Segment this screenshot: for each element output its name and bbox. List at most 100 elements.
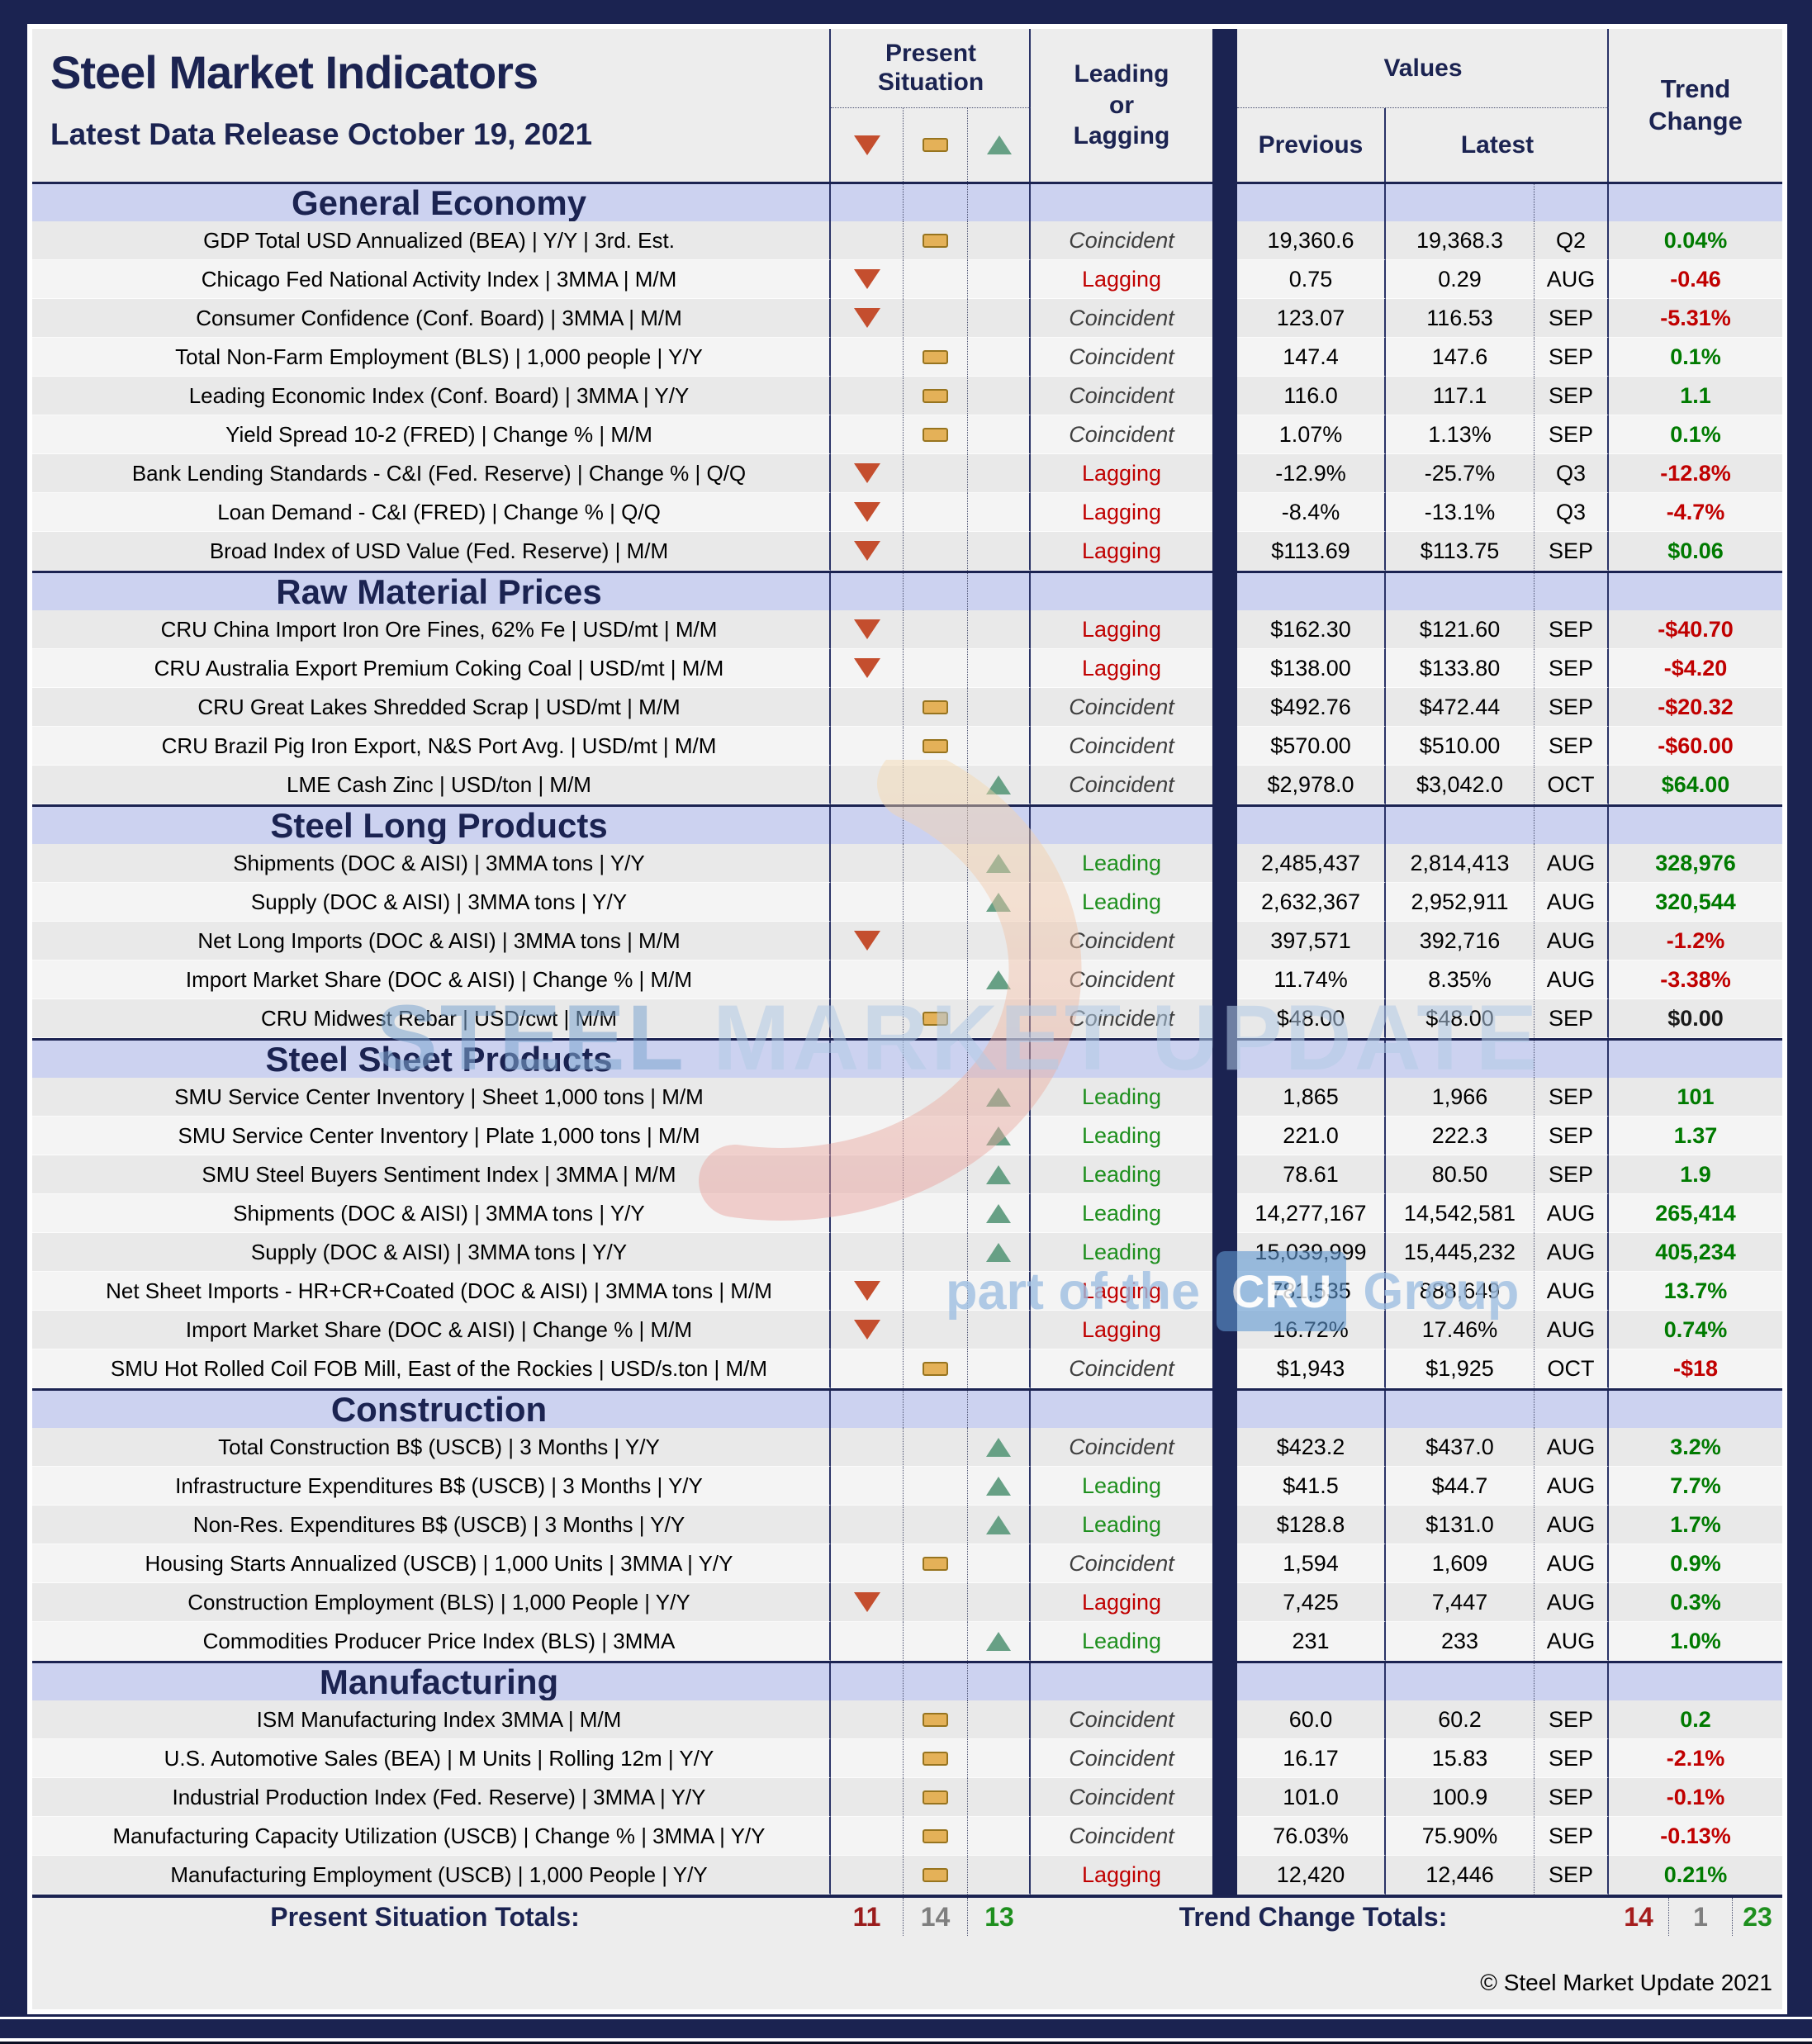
cycle-type: Lagging xyxy=(1031,610,1212,649)
period-value: SEP xyxy=(1535,1700,1609,1739)
previous-value: $492.76 xyxy=(1237,688,1386,727)
indicator-name: Net Long Imports (DOC & AISI) | 3MMA ton… xyxy=(32,922,831,960)
situation-up-cell xyxy=(968,1311,1031,1349)
values-subheader: Previous Latest xyxy=(1237,108,1609,182)
trend-change-value: -$18 xyxy=(1609,1349,1782,1388)
indicator-name: Net Sheet Imports - HR+CR+Coated (DOC & … xyxy=(32,1272,831,1311)
red-down-triangle-icon xyxy=(853,1281,880,1301)
situation-neutral-cell xyxy=(904,1078,968,1117)
period-value: OCT xyxy=(1535,1349,1609,1388)
divider-bar xyxy=(1212,844,1237,883)
previous-value: $113.69 xyxy=(1237,532,1386,571)
situation-neutral-cell xyxy=(904,1194,968,1233)
situation-down-cell xyxy=(831,1544,904,1583)
previous-value: 2,485,437 xyxy=(1237,844,1386,883)
table-body: General Economy GDP Total USD Annualized … xyxy=(32,182,1782,1895)
previous-value: $128.8 xyxy=(1237,1506,1386,1544)
section-band-cell xyxy=(1031,1041,1212,1078)
section-band-cell xyxy=(1535,1041,1609,1078)
previous-value: $1,943 xyxy=(1237,1349,1386,1388)
gold-dash-icon xyxy=(923,427,948,442)
situation-down-cell xyxy=(831,338,904,377)
situation-neutral-cell xyxy=(904,1622,968,1661)
table-row: Infrastructure Expenditures B$ (USCB) | … xyxy=(32,1467,1782,1506)
situation-down-cell xyxy=(831,883,904,922)
table-row: Industrial Production Index (Fed. Reserv… xyxy=(32,1778,1782,1817)
cycle-type: Leading xyxy=(1031,1506,1212,1544)
divider-bar xyxy=(1212,1041,1237,1078)
table-row: Shipments (DOC & AISI) | 3MMA tons | Y/Y… xyxy=(32,1194,1782,1233)
indicator-name: Loan Demand - C&I (FRED) | Change % | Q/… xyxy=(32,493,831,532)
section-band-cell xyxy=(1609,1663,1782,1700)
situation-neutral-cell xyxy=(904,1155,968,1194)
latest-value: 888,649 xyxy=(1386,1272,1535,1311)
section-band-cell xyxy=(1031,1391,1212,1428)
section-band-cell xyxy=(904,573,968,610)
divider-bar xyxy=(1212,1428,1237,1467)
latest-value: 392,716 xyxy=(1386,922,1535,960)
previous-column-header: Previous xyxy=(1237,108,1386,182)
period-value: SEP xyxy=(1535,415,1609,454)
table-row: ISM Manufacturing Index 3MMA | M/M Coinci… xyxy=(32,1700,1782,1739)
period-value: AUG xyxy=(1535,1272,1609,1311)
section-band-cell xyxy=(1386,1663,1535,1700)
trend-change-value: 7.7% xyxy=(1609,1467,1782,1506)
trend-change-value: 328,976 xyxy=(1609,844,1782,883)
table-row: Import Market Share (DOC & AISI) | Chang… xyxy=(32,1311,1782,1349)
cycle-type: Coincident xyxy=(1031,1428,1212,1467)
table-row: Bank Lending Standards - C&I (Fed. Reser… xyxy=(32,454,1782,493)
table-row: LME Cash Zinc | USD/ton | M/M Coincident $… xyxy=(32,766,1782,804)
trend-change-value: -$40.70 xyxy=(1609,610,1782,649)
latest-value: 1,609 xyxy=(1386,1544,1535,1583)
red-down-triangle-icon xyxy=(853,619,880,639)
period-value: SEP xyxy=(1535,1778,1609,1817)
period-value: SEP xyxy=(1535,377,1609,415)
situation-up-cell xyxy=(968,922,1031,960)
situation-neutral-cell xyxy=(904,1349,968,1388)
section-band-cell xyxy=(831,807,904,844)
green-up-triangle-icon xyxy=(986,1164,1011,1184)
section-band-cell xyxy=(1386,1041,1535,1078)
section-band-cell xyxy=(968,1041,1031,1078)
gold-dash-icon xyxy=(923,388,948,403)
situation-up-cell xyxy=(968,299,1031,338)
indicator-name: U.S. Automotive Sales (BEA) | M Units | … xyxy=(32,1739,831,1778)
green-up-triangle-icon xyxy=(986,1476,1011,1496)
period-value: SEP xyxy=(1535,1856,1609,1895)
indicator-name: CRU China Import Iron Ore Fines, 62% Fe … xyxy=(32,610,831,649)
previous-value: -8.4% xyxy=(1237,493,1386,532)
title-block: Steel Market Indicators Latest Data Rele… xyxy=(32,29,831,182)
values-header: Values Previous Latest xyxy=(1237,29,1609,182)
situation-down-cell xyxy=(831,1700,904,1739)
totals-row: Present Situation Totals: 11 14 13 Trend… xyxy=(32,1895,1782,1936)
cycle-type: Lagging xyxy=(1031,649,1212,688)
divider-bar xyxy=(1212,1506,1237,1544)
present-situation-totals-label: Present Situation Totals: xyxy=(270,1901,580,1932)
latest-value: 12,446 xyxy=(1386,1856,1535,1895)
situation-neutral-cell xyxy=(904,999,968,1038)
previous-value: 11.74% xyxy=(1237,960,1386,999)
section-band-cell xyxy=(1237,807,1386,844)
latest-value: 75.90% xyxy=(1386,1817,1535,1856)
situation-neutral-cell xyxy=(904,1544,968,1583)
red-down-triangle-icon xyxy=(853,463,880,483)
cycle-type: Coincident xyxy=(1031,999,1212,1038)
situation-up-cell xyxy=(968,1622,1031,1661)
section-band-cell xyxy=(904,1391,968,1428)
cycle-type: Lagging xyxy=(1031,493,1212,532)
red-down-triangle-icon xyxy=(853,308,880,328)
previous-value: 1,594 xyxy=(1237,1544,1386,1583)
gold-dash-icon xyxy=(923,1361,948,1376)
red-down-triangle-icon xyxy=(853,931,880,951)
divider-bar xyxy=(1212,960,1237,999)
trend-change-value: 0.74% xyxy=(1609,1311,1782,1349)
present-situation-legend xyxy=(831,108,1031,182)
situation-down-cell xyxy=(831,532,904,571)
table-row: SMU Service Center Inventory | Plate 1,0… xyxy=(32,1117,1782,1155)
latest-value: 222.3 xyxy=(1386,1117,1535,1155)
situation-down-cell xyxy=(831,415,904,454)
gold-dash-icon xyxy=(923,700,948,714)
situation-down-cell xyxy=(831,493,904,532)
trend-change-value: 0.3% xyxy=(1609,1583,1782,1622)
situation-neutral-cell xyxy=(904,960,968,999)
